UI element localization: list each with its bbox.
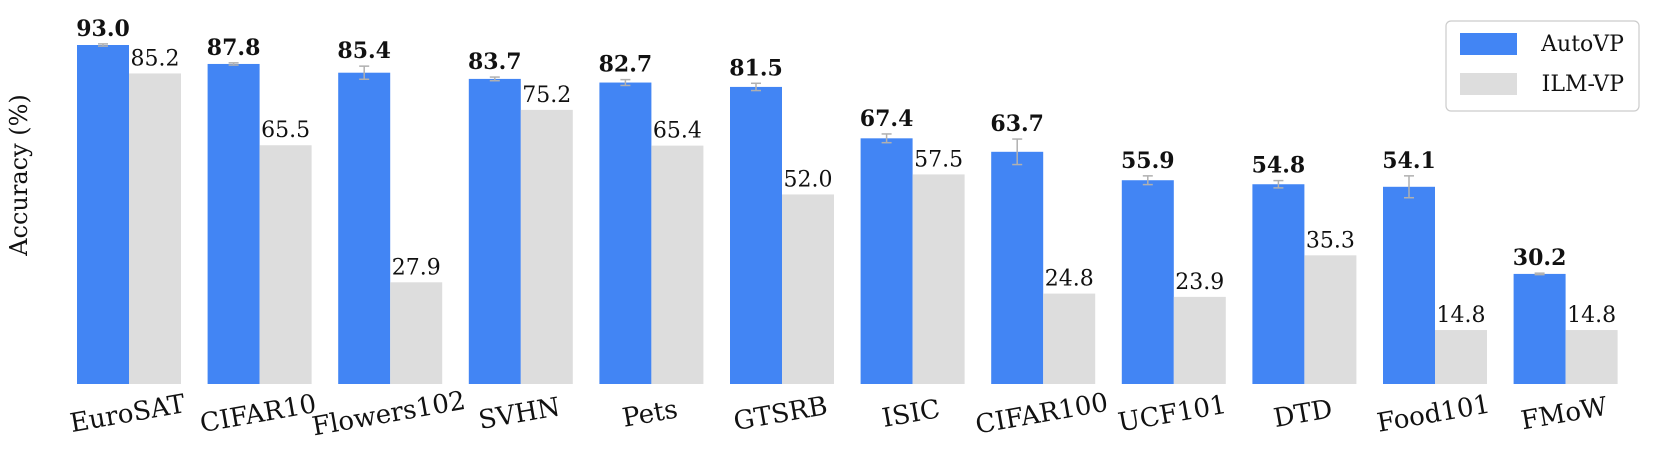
x-tick-label-food101: Food101 <box>1375 389 1493 438</box>
bar-ilm-vp-eurosat <box>129 73 181 385</box>
bar-ilm-vp-cifar100 <box>1043 293 1096 384</box>
bar-autovp-dtd <box>1252 184 1305 384</box>
bar-autovp-eurosat <box>77 45 129 384</box>
x-tick-label-gtsrb: GTSRB <box>731 391 829 437</box>
bar-ilm-vp-gtsrb <box>782 194 834 384</box>
bar-autovp-ucf101 <box>1121 180 1174 384</box>
legend-label-autovp: AutoVP <box>1540 32 1624 57</box>
x-tick-label-cifar100: CIFAR100 <box>973 388 1110 441</box>
value-label-autovp-pets: 82.7 <box>599 52 653 78</box>
x-tick-label-dtd: DTD <box>1271 394 1334 434</box>
y-axis-label: Accuracy (%) <box>5 94 33 257</box>
value-label-ilm-vp-svhn: 75.2 <box>522 83 571 108</box>
bar-autovp-fmow <box>1513 273 1566 384</box>
value-label-ilm-vp-cifar100: 24.8 <box>1045 267 1094 292</box>
x-tick-label-cifar10: CIFAR10 <box>198 389 319 439</box>
bar-autovp-isic <box>860 138 913 384</box>
bar-autovp-gtsrb <box>730 86 782 384</box>
bar-ilm-vp-food101 <box>1435 330 1487 384</box>
value-label-autovp-fmow: 30.2 <box>1513 245 1567 271</box>
value-label-ilm-vp-dtd: 35.3 <box>1306 228 1355 253</box>
value-label-autovp-gtsrb: 81.5 <box>729 55 783 81</box>
x-tick-label-flowers102: Flowers102 <box>310 386 468 442</box>
x-tick-label-pets: Pets <box>620 395 680 434</box>
bar-ilm-vp-cifar10 <box>259 145 312 384</box>
bar-autovp-pets <box>599 82 652 384</box>
value-label-ilm-vp-flowers102: 27.9 <box>392 255 441 280</box>
x-tick-label-isic: ISIC <box>880 394 943 434</box>
bar-autovp-svhn <box>468 78 521 385</box>
value-label-autovp-isic: 67.4 <box>860 106 914 132</box>
value-label-autovp-flowers102: 85.4 <box>337 38 391 64</box>
bar-ilm-vp-isic <box>912 174 965 384</box>
value-label-ilm-vp-pets: 65.4 <box>653 119 702 144</box>
bar-ilm-vp-dtd <box>1304 255 1357 384</box>
bar-ilm-vp-svhn <box>520 109 573 384</box>
legend-label-ilmvp: ILM-VP <box>1542 72 1625 97</box>
legend-swatch-autovp <box>1460 33 1517 55</box>
value-label-ilm-vp-fmow: 14.8 <box>1567 303 1616 328</box>
x-tick-label-fmow: FMoW <box>1519 392 1610 437</box>
value-label-ilm-vp-cifar10: 65.5 <box>261 118 310 143</box>
bar-ilm-vp-fmow <box>1565 330 1618 384</box>
value-label-autovp-food101: 54.1 <box>1382 148 1436 174</box>
value-label-ilm-vp-ucf101: 23.9 <box>1175 270 1224 295</box>
value-label-ilm-vp-isic: 57.5 <box>914 147 963 172</box>
bar-autovp-cifar10 <box>207 63 260 385</box>
bar-autovp-cifar100 <box>991 151 1044 384</box>
bar-autovp-flowers102 <box>338 72 391 385</box>
legend: AutoVP ILM-VP <box>1445 20 1640 112</box>
x-tick-label-svhn: SVHN <box>476 392 562 436</box>
x-tick-label-ucf101: UCF101 <box>1116 390 1229 439</box>
value-label-autovp-dtd: 54.8 <box>1252 153 1306 179</box>
legend-swatch-ilmvp <box>1460 73 1517 95</box>
value-label-ilm-vp-gtsrb: 52.0 <box>784 167 833 192</box>
value-label-autovp-eurosat: 93.0 <box>76 16 130 42</box>
value-label-autovp-cifar100: 63.7 <box>990 111 1044 137</box>
value-label-autovp-ucf101: 55.9 <box>1121 148 1175 174</box>
bar-ilm-vp-pets <box>651 145 704 384</box>
value-label-ilm-vp-eurosat: 85.2 <box>131 46 180 71</box>
bars-group: 93.085.2 EuroSAT 87.8 65.5 CIFAR10 85.4 27.9 Fl… <box>68 16 1618 442</box>
bar-ilm-vp-flowers102 <box>390 282 443 384</box>
bar-autovp-food101 <box>1383 186 1435 384</box>
value-label-ilm-vp-food101: 14.8 <box>1437 303 1486 328</box>
value-label-autovp-cifar10: 87.8 <box>207 35 261 61</box>
value-label-autovp-svhn: 83.7 <box>468 49 522 75</box>
bar-ilm-vp-ucf101 <box>1173 296 1226 384</box>
x-tick-label-eurosat: EuroSAT <box>68 389 188 439</box>
